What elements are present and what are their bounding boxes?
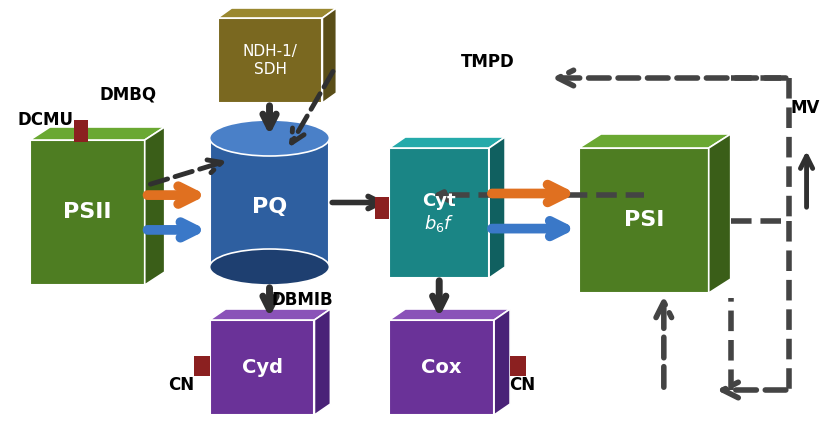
Text: PSII: PSII — [63, 202, 112, 223]
Text: NDH-1/
SDH: NDH-1/ SDH — [242, 44, 297, 77]
Polygon shape — [389, 137, 504, 148]
Bar — [389, 320, 494, 415]
Polygon shape — [322, 8, 336, 103]
Polygon shape — [209, 309, 330, 320]
Text: Cyd: Cyd — [241, 358, 282, 377]
Bar — [209, 320, 314, 415]
Text: CN: CN — [509, 376, 534, 394]
Polygon shape — [489, 137, 504, 278]
Text: DBMIB: DBMIB — [271, 291, 332, 309]
Bar — [30, 140, 145, 285]
Polygon shape — [218, 8, 336, 18]
Bar — [389, 148, 489, 278]
Text: TMPD: TMPD — [461, 53, 514, 71]
Text: Cox: Cox — [421, 358, 461, 377]
Polygon shape — [30, 127, 165, 140]
Text: CN: CN — [168, 376, 194, 394]
Bar — [209, 138, 329, 267]
Bar — [194, 356, 209, 376]
Text: DCMU: DCMU — [18, 111, 74, 129]
Text: PSI: PSI — [623, 211, 663, 231]
Text: MV: MV — [790, 99, 819, 117]
Text: Cyt
$b_6f$: Cyt $b_6f$ — [422, 192, 456, 234]
Polygon shape — [145, 127, 165, 285]
Polygon shape — [494, 309, 509, 415]
Polygon shape — [708, 134, 729, 293]
Polygon shape — [578, 134, 729, 148]
Polygon shape — [314, 309, 330, 415]
Bar — [509, 356, 525, 376]
Bar — [578, 148, 708, 293]
Text: PQ: PQ — [251, 198, 287, 218]
Ellipse shape — [209, 249, 329, 285]
Polygon shape — [389, 309, 509, 320]
Bar — [375, 198, 389, 219]
Bar — [218, 18, 322, 103]
Ellipse shape — [209, 120, 329, 156]
Text: DMBQ: DMBQ — [100, 86, 157, 104]
Bar — [74, 120, 88, 142]
